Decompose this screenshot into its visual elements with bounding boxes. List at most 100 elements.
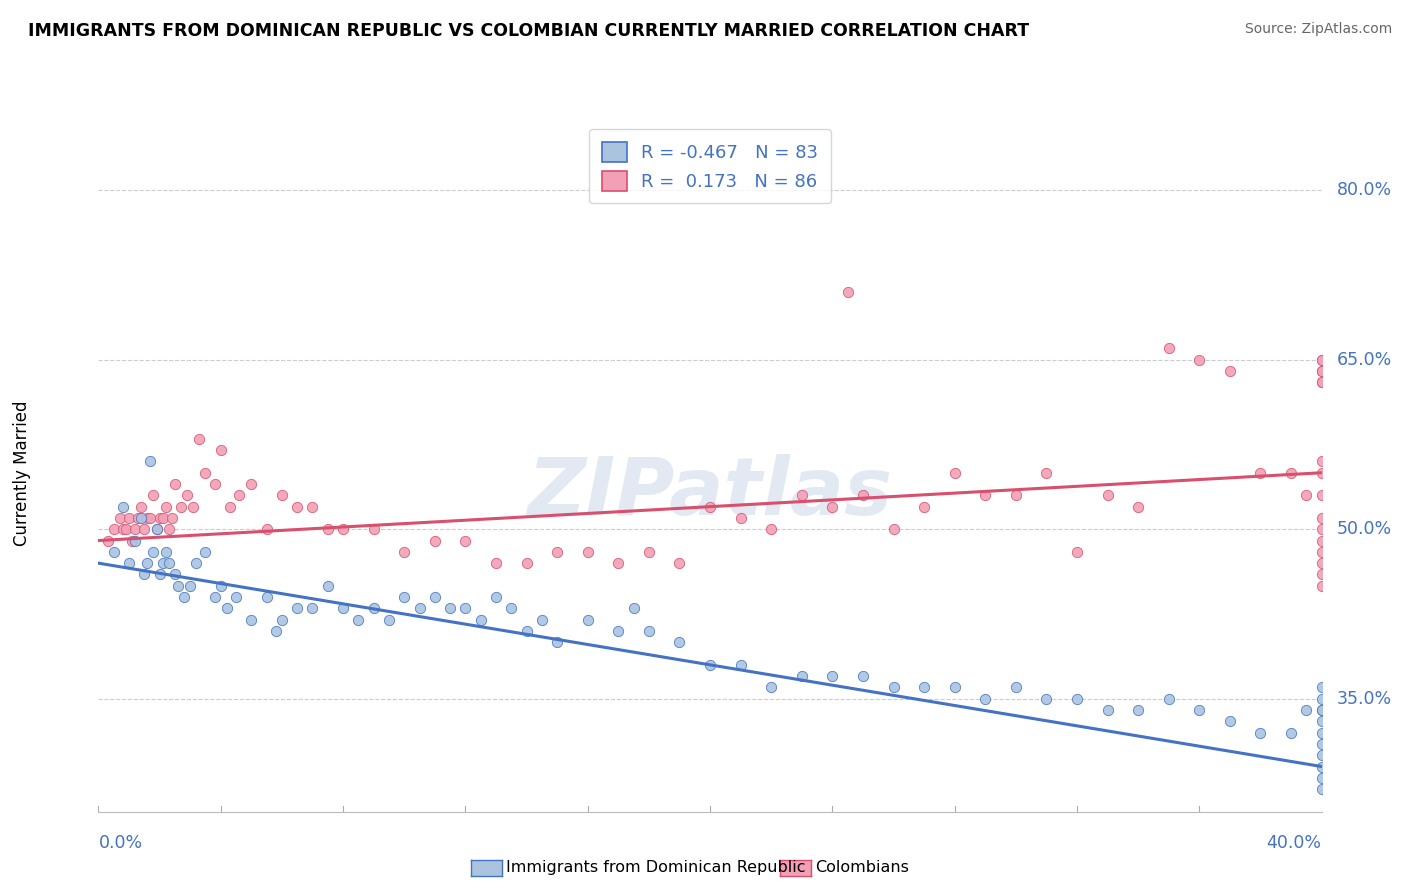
- Text: Source: ZipAtlas.com: Source: ZipAtlas.com: [1244, 22, 1392, 37]
- Point: [186, 556, 208, 570]
- Point: [1004, 488, 1026, 502]
- Point: [1035, 691, 1057, 706]
- Point: [121, 533, 143, 548]
- Point: [1310, 511, 1333, 525]
- Point: [1128, 703, 1150, 717]
- Point: [129, 500, 152, 514]
- Point: [1310, 579, 1333, 593]
- Point: [142, 488, 165, 502]
- Point: [111, 522, 134, 536]
- Point: [1219, 714, 1241, 729]
- Text: ZIPatlas: ZIPatlas: [527, 454, 893, 533]
- Point: [136, 511, 159, 525]
- Point: [316, 522, 339, 536]
- Point: [607, 556, 630, 570]
- Point: [837, 285, 859, 299]
- Point: [316, 579, 339, 593]
- Point: [124, 533, 146, 548]
- Point: [576, 545, 599, 559]
- Point: [173, 590, 195, 604]
- Point: [332, 522, 354, 536]
- Point: [225, 590, 247, 604]
- Point: [145, 522, 167, 536]
- Point: [668, 556, 690, 570]
- Point: [1310, 748, 1333, 763]
- Point: [699, 500, 721, 514]
- Point: [883, 681, 905, 695]
- Point: [378, 613, 401, 627]
- Point: [270, 613, 294, 627]
- Point: [607, 624, 630, 638]
- Point: [974, 691, 997, 706]
- Point: [111, 500, 134, 514]
- Point: [423, 590, 446, 604]
- Point: [821, 669, 844, 683]
- Point: [637, 545, 661, 559]
- Text: 40.0%: 40.0%: [1267, 834, 1322, 852]
- Point: [118, 511, 141, 525]
- Point: [852, 488, 875, 502]
- Point: [285, 500, 308, 514]
- Point: [219, 500, 242, 514]
- Point: [1310, 556, 1333, 570]
- Point: [1066, 545, 1088, 559]
- Point: [546, 635, 568, 649]
- Text: 0.0%: 0.0%: [98, 834, 142, 852]
- Point: [363, 601, 385, 615]
- Point: [270, 488, 294, 502]
- Point: [1310, 703, 1333, 717]
- Point: [1310, 454, 1333, 468]
- Point: [139, 511, 162, 525]
- Point: [155, 545, 177, 559]
- Point: [240, 477, 263, 491]
- Point: [439, 601, 461, 615]
- Point: [1310, 737, 1333, 751]
- Point: [1310, 567, 1333, 582]
- Point: [155, 500, 177, 514]
- Point: [115, 522, 138, 536]
- Point: [761, 681, 783, 695]
- Point: [1188, 703, 1211, 717]
- Point: [301, 500, 323, 514]
- Point: [1066, 691, 1088, 706]
- Point: [516, 624, 538, 638]
- Point: [943, 466, 966, 480]
- Point: [1310, 376, 1333, 390]
- Point: [1097, 703, 1119, 717]
- Point: [974, 488, 997, 502]
- Point: [1035, 466, 1057, 480]
- Text: Currently Married: Currently Married: [13, 400, 31, 546]
- Point: [136, 556, 159, 570]
- Point: [408, 601, 430, 615]
- Point: [209, 443, 232, 458]
- Point: [485, 556, 508, 570]
- Point: [142, 545, 165, 559]
- Point: [194, 545, 217, 559]
- Point: [264, 624, 287, 638]
- Point: [1310, 466, 1333, 480]
- Point: [228, 488, 250, 502]
- Point: [912, 500, 935, 514]
- Legend: R = -0.467   N = 83, R =  0.173   N = 86: R = -0.467 N = 83, R = 0.173 N = 86: [589, 129, 831, 203]
- Point: [912, 681, 935, 695]
- Point: [943, 681, 966, 695]
- Point: [170, 500, 193, 514]
- Point: [454, 533, 477, 548]
- Point: [152, 556, 174, 570]
- Point: [1279, 725, 1302, 739]
- Point: [188, 432, 211, 446]
- Point: [1310, 782, 1333, 797]
- Point: [149, 511, 172, 525]
- Point: [1310, 714, 1333, 729]
- Point: [179, 579, 201, 593]
- Text: 50.0%: 50.0%: [1337, 520, 1392, 538]
- Point: [1310, 376, 1333, 390]
- Point: [97, 533, 120, 548]
- Point: [204, 590, 226, 604]
- Point: [157, 522, 180, 536]
- Point: [392, 590, 416, 604]
- Point: [1310, 771, 1333, 785]
- Point: [181, 500, 204, 514]
- Point: [139, 454, 162, 468]
- Point: [730, 657, 752, 672]
